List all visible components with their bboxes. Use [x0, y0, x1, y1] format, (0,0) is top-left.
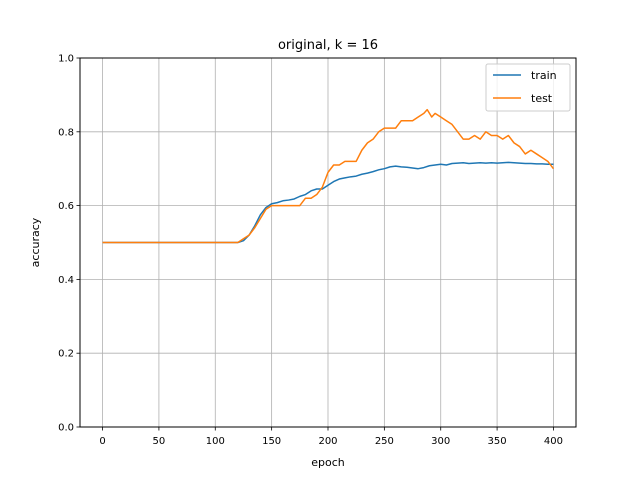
grid [80, 57, 576, 428]
y-axis-label: accuracy [29, 217, 42, 267]
legend-label-test: test [531, 92, 553, 105]
x-tick-label: 200 [318, 436, 337, 447]
y-tick-label: 1.0 [58, 54, 74, 65]
series-line-train [102, 161, 554, 244]
chart-title: original, k = 16 [278, 38, 378, 53]
y-axis-ticks: 0.0 0.2 0.4 0.6 0.8 1.0 [58, 54, 80, 434]
x-tick-label: 50 [153, 436, 166, 447]
x-tick-label: 250 [375, 436, 394, 447]
x-tick-label: 0 [99, 436, 105, 447]
y-tick-label: 0.8 [58, 127, 74, 138]
legend: train test [485, 63, 571, 112]
x-tick-label: 350 [488, 436, 507, 447]
x-tick-label: 100 [206, 436, 225, 447]
series-line-test [102, 108, 555, 244]
legend-box [485, 63, 571, 112]
y-tick-label: 0.0 [58, 423, 74, 434]
x-axis-ticks: 0 50 100 150 200 250 300 350 400 [99, 427, 563, 447]
x-axis-label: epoch [311, 456, 345, 469]
y-tick-label: 0.2 [58, 349, 74, 360]
x-tick-label: 300 [431, 436, 450, 447]
series-layer [102, 108, 555, 244]
y-tick-label: 0.6 [58, 201, 74, 212]
y-tick-label: 0.4 [58, 275, 74, 286]
x-tick-label: 400 [544, 436, 563, 447]
x-tick-label: 150 [262, 436, 281, 447]
legend-label-train: train [531, 69, 557, 82]
